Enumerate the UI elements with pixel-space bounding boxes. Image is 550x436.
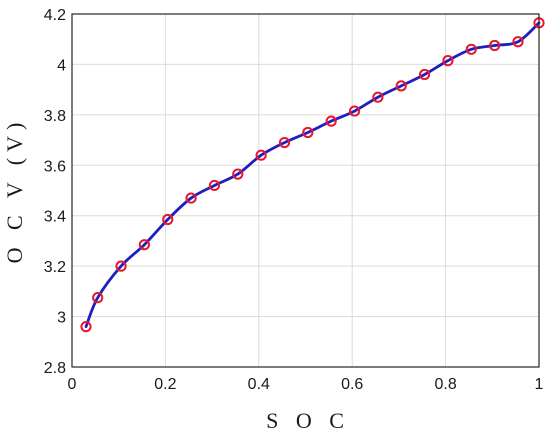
data-point-marker [418,68,431,81]
data-point-marker [185,192,197,204]
y-tick-label: 4.2 [44,7,66,24]
y-tick-label: 2.8 [44,360,66,377]
data-point-marker [348,105,361,117]
data-point-marker [489,39,501,52]
data-point-marker [255,149,267,161]
y-axis-label: O C V (V) [2,117,27,264]
data-point-marker [208,179,221,192]
y-tick-label: 3.8 [44,108,66,125]
data-point-marker [302,126,314,139]
y-tick-labels: 2.8 3 3.2 3.4 3.6 3.8 4 4.2 [44,7,66,377]
y-tick-label: 3.2 [44,259,66,276]
data-point-marker [395,80,407,92]
data-point-marker [372,91,384,103]
data-point-marker [325,115,337,127]
y-tick-label: 3.6 [44,158,66,175]
series-marker-layer [80,17,545,333]
data-point-marker [512,36,524,48]
data-point-marker [92,292,104,304]
data-point-marker [465,43,477,55]
data-point-marker [162,213,174,226]
x-tick-labels: 0 0.2 0.4 0.6 0.8 1 [68,376,544,393]
y-tick-label: 3 [57,310,66,327]
x-tick-label: 1 [535,376,544,393]
plot-frame [71,13,540,368]
x-axis-label: S O C [266,408,350,433]
data-point-marker [138,239,150,251]
x-tick-label: 0 [68,376,77,393]
data-point-marker [115,260,127,272]
data-point-marker [278,136,291,149]
data-point-marker [232,168,244,180]
grid-lines [71,13,540,368]
ocv-series-line [84,21,541,329]
y-tick-label: 4 [57,57,66,74]
y-tick-label: 3.4 [44,209,66,226]
x-tick-label: 0.2 [154,376,176,393]
series-line-layer [84,21,541,329]
x-tick-label: 0.8 [434,376,456,393]
x-tick-label: 0.4 [248,376,270,393]
data-point-marker [80,321,92,333]
x-tick-label: 0.6 [341,376,363,393]
data-point-marker [442,55,454,67]
